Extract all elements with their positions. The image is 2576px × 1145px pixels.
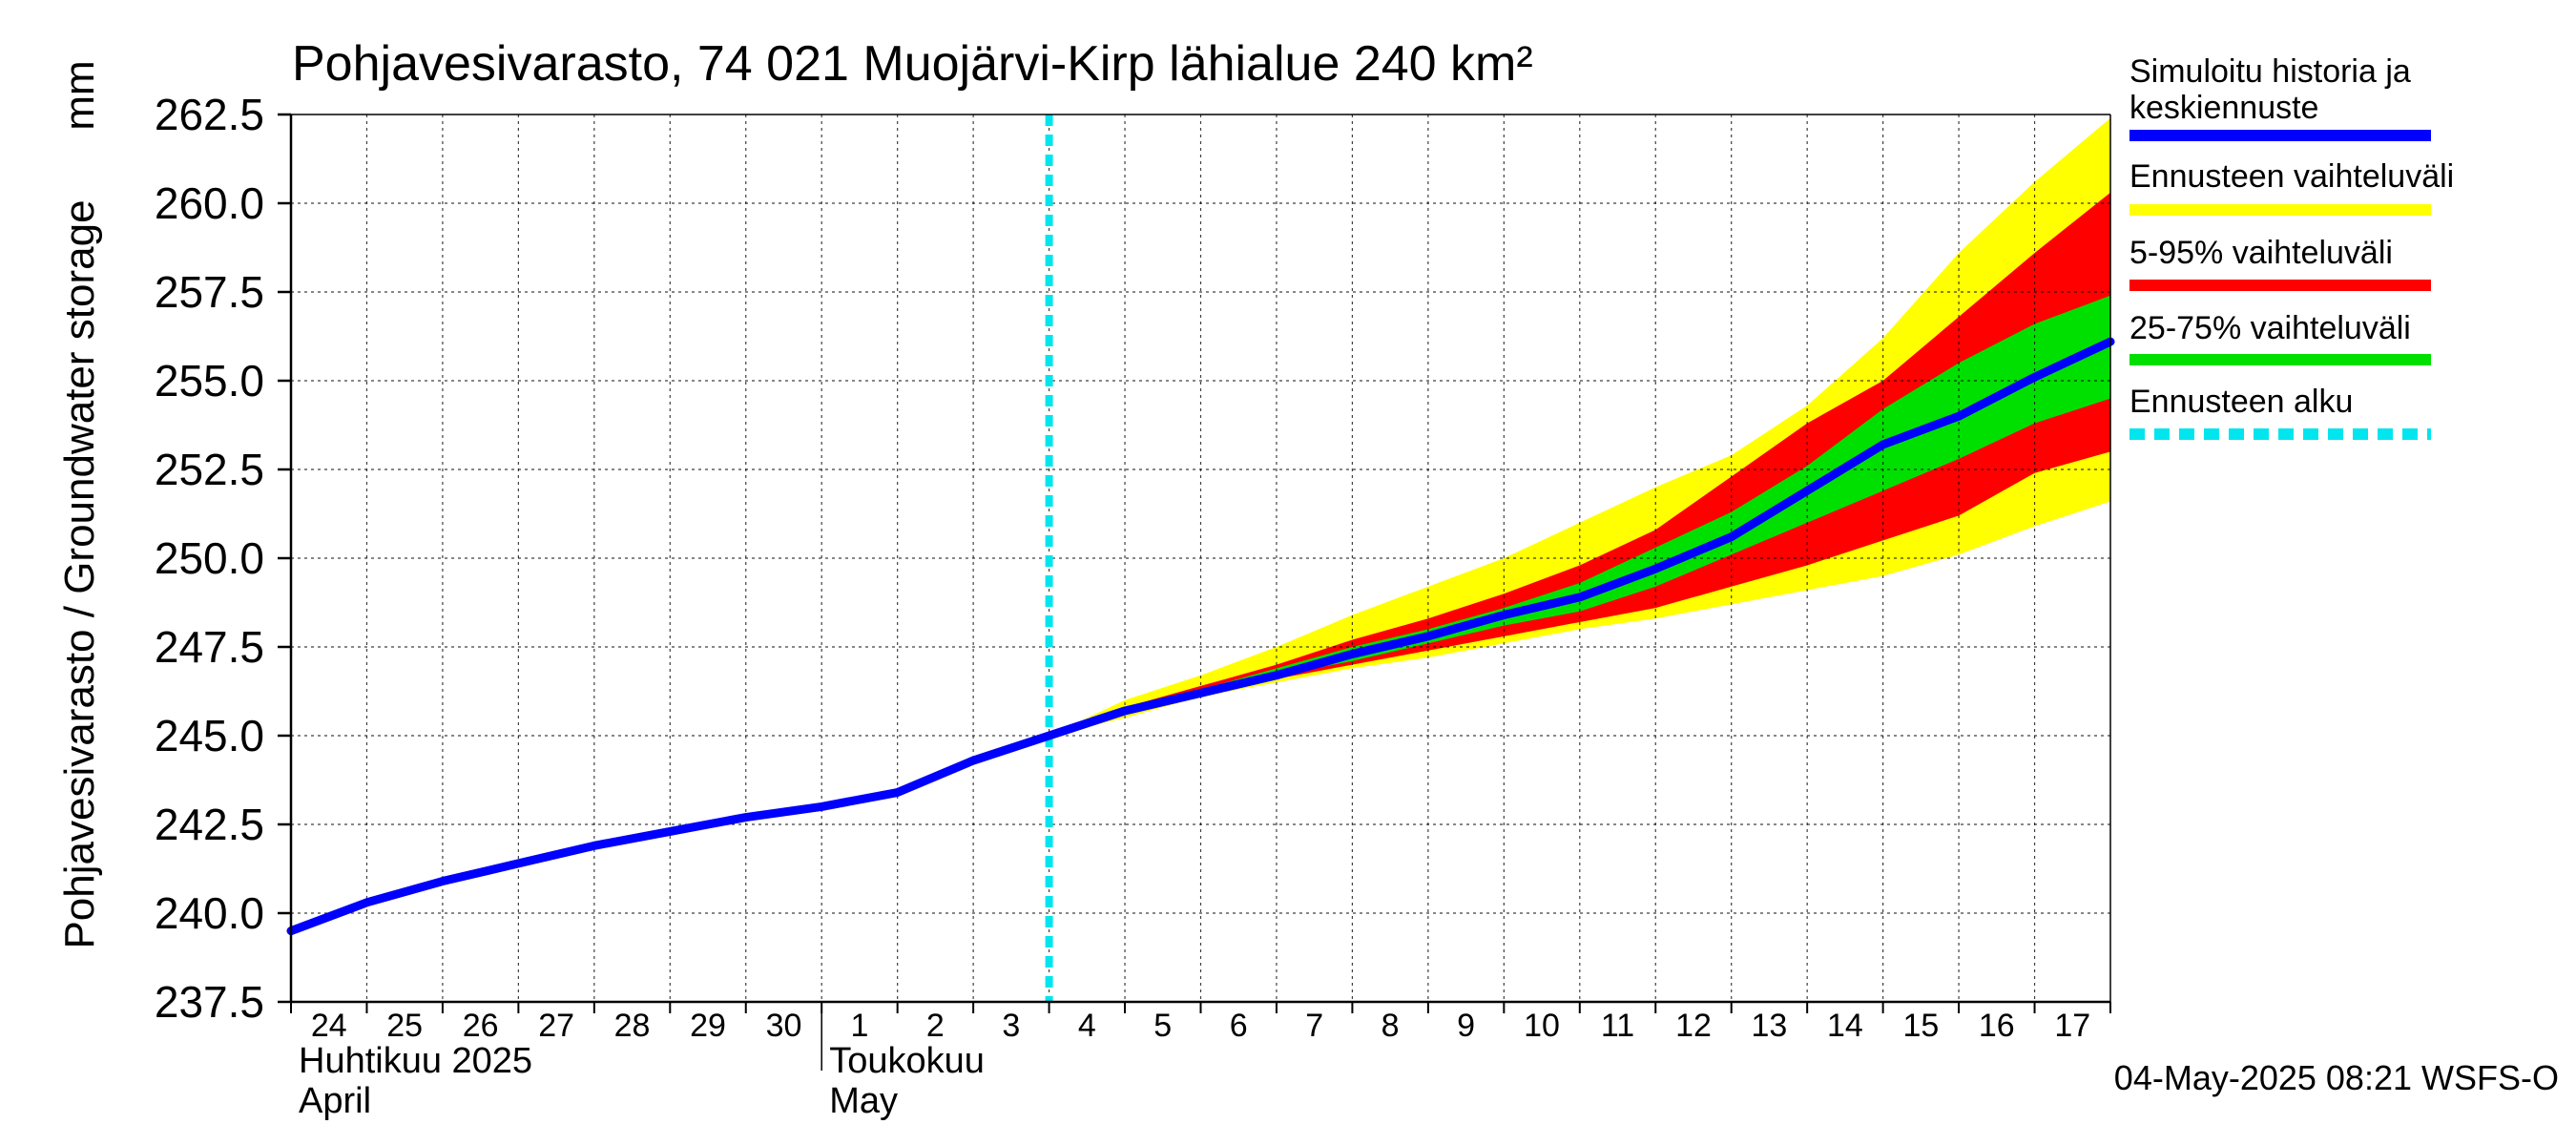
y-tick-label: 257.5 [155, 267, 264, 317]
x-tick-label: 30 [766, 1008, 802, 1044]
y-tick-label: 250.0 [155, 533, 264, 583]
chart-title: Pohjavesivarasto, 74 021 Muojärvi-Kirp l… [292, 36, 1533, 92]
legend-label: 5-95% vaihteluväli [2129, 235, 2393, 271]
series-lines [286, 114, 2115, 1002]
x-tick-label: 28 [614, 1008, 651, 1044]
y-tick-labels: 237.5 240.0 242.5 245.0 247.5 250.0 252.5 255.0… [155, 90, 264, 1027]
x-tick-label: 5 [1153, 1008, 1172, 1044]
y-tick-label: 247.5 [155, 622, 264, 672]
x-tick-label: 25 [386, 1008, 423, 1044]
legend-label: 25-75% vaihteluväli [2129, 310, 2411, 346]
x-tick-label: 8 [1381, 1008, 1400, 1044]
y-tick-label: 252.5 [155, 445, 264, 494]
x-tick-label: 27 [538, 1008, 574, 1044]
x-tick-label: 3 [1002, 1008, 1020, 1044]
x-tick-label: 9 [1457, 1008, 1475, 1044]
legend-label: Simuloitu historia ja keskiennuste [2129, 53, 2411, 126]
x-tick-label: 11 [1601, 1008, 1634, 1044]
x-tick-label: 4 [1078, 1008, 1096, 1044]
forecast-bands [1049, 117, 2110, 737]
legend: Simuloitu historia ja keskiennuste Ennuste… [2129, 53, 2454, 440]
y-tick-label: 237.5 [155, 977, 264, 1027]
x-tick-label: 6 [1230, 1008, 1248, 1044]
x-tick-label: 12 [1675, 1008, 1712, 1044]
x-tick-label: 15 [1902, 1008, 1939, 1044]
month-label-fi: Huhtikuu 2025 [299, 1041, 532, 1081]
month-label-en: April [299, 1081, 371, 1121]
x-tick-label: 26 [463, 1008, 499, 1044]
legend-label: Ennusteen alku [2129, 384, 2353, 420]
y-axis-label: Pohjavesivarasto / Groundwater storage [56, 199, 103, 948]
x-tick-label: 1 [850, 1008, 868, 1044]
x-tick-label: 29 [690, 1008, 726, 1044]
x-tick-label: 14 [1827, 1008, 1863, 1044]
y-tick-label: 255.0 [155, 356, 264, 406]
x-tick-label: 17 [2054, 1008, 2090, 1044]
y-tick-label: 242.5 [155, 800, 264, 849]
axes [278, 113, 2111, 1071]
legend-label: Ennusteen vaihteluväli [2129, 158, 2454, 195]
y-tick-label: 245.0 [155, 711, 264, 760]
x-tick-label: 13 [1752, 1008, 1788, 1044]
median-series-line [286, 337, 2115, 936]
y-tick-label: 262.5 [155, 90, 264, 139]
x-tick-labels: 24 25 26 27 28 29 30 1 2 3 4 5 6 7 8 9 10 11 12 13 14 15 16 17H… [299, 1008, 2090, 1121]
grid-lines [291, 114, 2110, 1002]
y-tick-label: 240.0 [155, 888, 264, 938]
footer-timestamp: 04-May-2025 08:21 WSFS-O [2114, 1058, 2559, 1097]
x-tick-label: 24 [311, 1008, 347, 1044]
y-tick-label: 260.0 [155, 178, 264, 228]
month-label-fi: Toukokuu [829, 1041, 985, 1081]
band-forecast-range [1049, 117, 2110, 737]
month-label-en: May [829, 1081, 898, 1121]
x-tick-label: 2 [926, 1008, 945, 1044]
x-tick-label: 10 [1524, 1008, 1560, 1044]
x-tick-label: 7 [1305, 1008, 1323, 1044]
y-axis-unit: mm [56, 60, 103, 130]
x-tick-label: 16 [1979, 1008, 2015, 1044]
